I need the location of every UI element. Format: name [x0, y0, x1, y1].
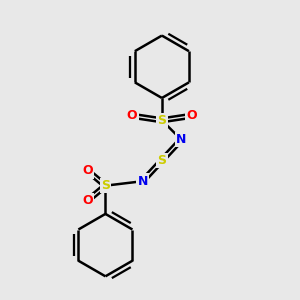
Text: N: N — [137, 175, 148, 188]
Text: S: S — [158, 154, 166, 167]
Text: O: O — [82, 194, 93, 207]
Text: O: O — [127, 109, 137, 122]
Text: N: N — [176, 133, 186, 146]
Text: O: O — [82, 164, 93, 177]
Text: O: O — [186, 109, 197, 122]
Text: S: S — [158, 114, 166, 127]
Text: S: S — [101, 179, 110, 192]
